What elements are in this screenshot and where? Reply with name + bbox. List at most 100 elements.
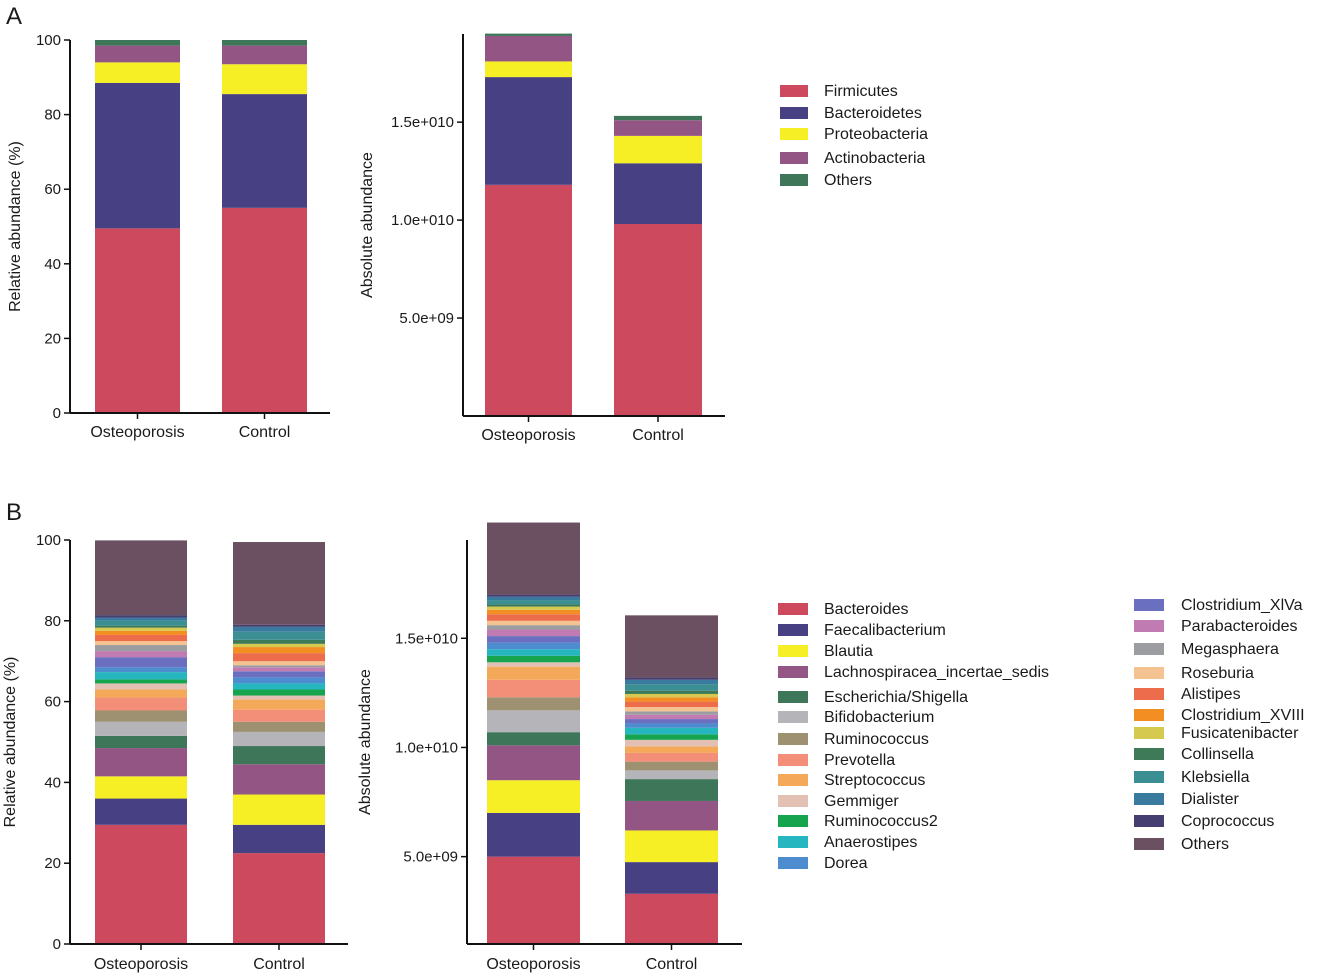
legend-label-blautia: Blautia <box>824 643 873 660</box>
bar-segment-control-fusicatenibacter <box>625 693 718 698</box>
bar-segment-osteoporosis-parabacteroides <box>487 629 580 637</box>
bar-segment-control-ruminococcus2 <box>233 689 325 696</box>
x-tick-label-osteoporosis: Osteoporosis <box>486 956 580 973</box>
legend-swatch-escherichia-shigella <box>778 691 808 703</box>
bar-segment-control-anaerostipes <box>233 683 325 690</box>
y-axis-title: Relative abundance (%) <box>2 657 19 828</box>
bar-segment-control-faecalibacterium <box>625 862 718 894</box>
legend-label-klebsiella: Klebsiella <box>1181 769 1250 786</box>
bar-segment-control-others <box>614 115 702 121</box>
legend-label-ruminococcus2: Ruminococcus2 <box>824 813 938 830</box>
bar-segment-control-firmicutes <box>614 224 702 416</box>
x-tick-label-control: Control <box>646 956 698 973</box>
legend-swatch-proteobacteria <box>780 128 808 140</box>
x-tick-label-control: Control <box>253 956 305 973</box>
legend-label-roseburia: Roseburia <box>1181 665 1254 682</box>
legend-label-dorea: Dorea <box>824 855 868 872</box>
bar-segment-control-firmicutes <box>222 207 307 413</box>
legend-swatch-dorea <box>778 857 808 869</box>
bar-segment-control-dorea <box>625 723 718 728</box>
bar-segment-control-proteobacteria <box>222 64 307 95</box>
y-tick-label: 20 <box>44 855 61 872</box>
legend-swatch-ruminococcus <box>778 733 808 745</box>
y-tick-label: 5.0e+09 <box>399 310 454 327</box>
bar-segment-osteoporosis-alistipes <box>487 614 580 621</box>
legend-label-prevotella: Prevotella <box>824 752 895 769</box>
legend-label-ruminococcus: Ruminococcus <box>824 731 929 748</box>
bar-segment-control-escherichia-shigella <box>233 746 325 765</box>
legend-label-bifidobacterium: Bifidobacterium <box>824 709 934 726</box>
y-tick-label: 80 <box>44 613 61 630</box>
bar-segment-osteoporosis-clostridium-xviii <box>95 630 187 635</box>
bar-segment-osteoporosis-gemmiger <box>95 683 187 690</box>
bar-segment-control-blautia <box>233 794 325 825</box>
bar-segment-osteoporosis-bacteroidetes <box>95 82 180 229</box>
bar-segment-control-clostridium-xviii <box>625 697 718 702</box>
legend-swatch-alistipes <box>1134 688 1164 700</box>
bar-segment-control-clostridium-xlva <box>625 719 718 724</box>
x-tick-label-control: Control <box>632 427 684 444</box>
y-tick-label: 0 <box>53 936 61 953</box>
y-tick-label: 5.0e+09 <box>403 849 458 866</box>
bar-segment-osteoporosis-escherichia-shigella <box>95 735 187 749</box>
legend-label-faecalibacterium: Faecalibacterium <box>824 622 946 639</box>
bar-segment-control-bacteroidetes <box>614 163 702 225</box>
y-axis-title: Relative abundance (%) <box>7 141 24 312</box>
bar-segment-control-streptococcus <box>233 699 325 710</box>
legend-swatch-collinsella <box>1134 748 1164 760</box>
legend-swatch-bacteroides <box>778 603 808 615</box>
bar-segment-control-others <box>625 615 718 678</box>
bar-segment-control-dialister <box>625 679 718 685</box>
y-tick-label: 100 <box>36 32 61 49</box>
bar-segment-osteoporosis-actinobacteria <box>485 35 572 62</box>
bar-segment-osteoporosis-faecalibacterium <box>487 812 580 857</box>
bar-segment-osteoporosis-firmicutes <box>95 228 180 413</box>
bar-segment-control-faecalibacterium <box>233 824 325 854</box>
bar-segment-osteoporosis-megasphaera <box>487 625 580 630</box>
bar-segment-osteoporosis-klebsiella <box>487 600 580 605</box>
bar-segment-osteoporosis-bacteroides <box>95 824 187 944</box>
bar-segment-osteoporosis-actinobacteria <box>95 45 180 63</box>
bar-segment-osteoporosis-collinsella <box>95 625 187 628</box>
bar-segment-osteoporosis-ruminococcus2 <box>95 679 187 684</box>
panel-label-a: A <box>6 3 22 30</box>
legend-swatch-coprococcus <box>1134 815 1164 827</box>
bar-segment-osteoporosis-anaerostipes <box>487 649 580 656</box>
legend-label-escherichia-shigella: Escherichia/Shigella <box>824 689 968 706</box>
legend-swatch-lachnospiracea-incertae-sedis <box>778 666 808 678</box>
y-tick-label: 1.5e+010 <box>391 114 454 131</box>
legend-swatch-clostridium-xviii <box>1134 709 1164 721</box>
bar-segment-control-bacteroides <box>233 853 325 944</box>
bar-segment-osteoporosis-lachnospiracea-incertae-sedis <box>95 748 187 777</box>
bar-segment-control-alistipes <box>625 701 718 708</box>
bar-segment-osteoporosis-bacteroidetes <box>485 77 572 185</box>
bar-segment-osteoporosis-dialister <box>487 596 580 601</box>
bar-segment-control-lachnospiracea-incertae-sedis <box>625 800 718 831</box>
legend-label-fusicatenibacter: Fusicatenibacter <box>1181 725 1299 742</box>
legend-label-lachnospiracea-incertae-sedis: Lachnospiracea_incertae_sedis <box>824 664 1049 681</box>
legend-label-actinobacteria: Actinobacteria <box>824 150 925 167</box>
legend-label-parabacteroides: Parabacteroides <box>1181 618 1298 635</box>
bar-segment-osteoporosis-blautia <box>487 780 580 813</box>
bar-segment-control-parabacteroides <box>625 714 718 720</box>
bar-segment-control-actinobacteria <box>614 120 702 136</box>
chart-genus-relative-abundance: Osteoporosis Control 0 20 40 60 80 100 Relative … <box>2 532 348 973</box>
bar-segment-osteoporosis-clostridium-xlva <box>95 657 187 668</box>
bar-segment-osteoporosis-ruminococcus <box>487 697 580 711</box>
legend-swatch-faecalibacterium <box>778 624 808 636</box>
legend-swatch-clostridium-xlva <box>1134 599 1164 611</box>
bar-segment-osteoporosis-proteobacteria <box>95 62 180 83</box>
bar-segment-control-roseburia <box>625 707 718 712</box>
bar-segment-osteoporosis-roseburia <box>487 620 580 626</box>
bar-segment-control-fusicatenibacter <box>233 643 325 648</box>
legend-swatch-parabacteroides <box>1134 620 1164 632</box>
bar-segment-control-actinobacteria <box>222 45 307 65</box>
legend-swatch-bacteroidetes <box>780 107 808 119</box>
bar-segment-control-bifidobacterium <box>233 731 325 747</box>
bar-segment-control-megasphaera <box>625 711 718 715</box>
legend-label-dialister: Dialister <box>1181 791 1239 808</box>
legend-swatch-firmicutes <box>780 85 808 97</box>
bar-segment-osteoporosis-dorea <box>487 642 580 650</box>
legend-swatch-dialister <box>1134 793 1164 805</box>
x-tick-label-osteoporosis: Osteoporosis <box>90 424 184 441</box>
